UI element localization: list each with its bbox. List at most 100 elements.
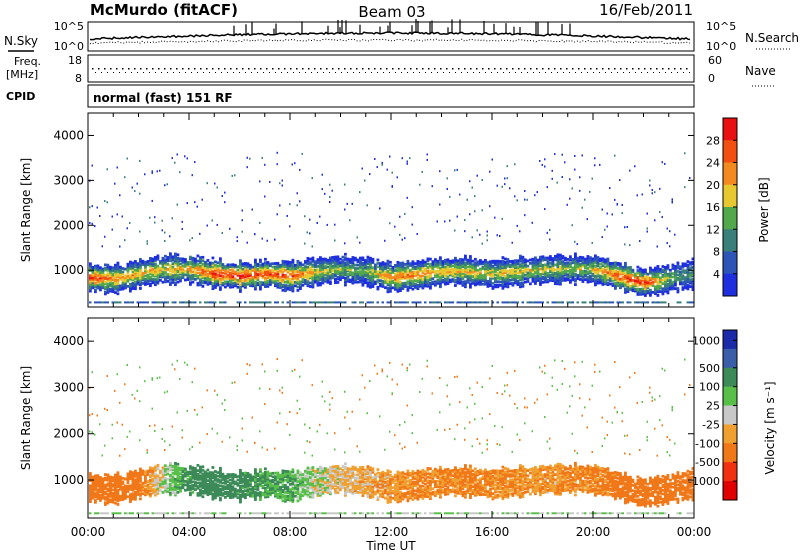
power-cell [571, 273, 575, 277]
power-cell [639, 269, 642, 272]
power-cell [204, 276, 207, 280]
power-cell [509, 270, 512, 274]
power-cell [314, 273, 317, 277]
power-cell [424, 277, 427, 281]
nave-dot [260, 68, 262, 70]
power-cell [681, 269, 685, 273]
velocity-cell [201, 483, 205, 486]
power-cell [361, 256, 365, 260]
nave-dot [110, 68, 112, 70]
power-cell [106, 287, 110, 291]
power-cell [246, 279, 250, 283]
power-cell [266, 276, 270, 280]
power-cell [129, 264, 132, 267]
velocity-cell [186, 486, 190, 490]
power-cell [276, 151, 278, 154]
velocity-cell [199, 465, 202, 469]
power-cell [389, 260, 392, 264]
power-cell [164, 271, 167, 275]
power-cell [476, 263, 480, 267]
power-cell [486, 281, 490, 285]
power-cell [326, 277, 330, 281]
velocity-cell [146, 473, 150, 476]
velocity-cell [231, 487, 235, 490]
power-cell [466, 280, 470, 284]
power-cell [301, 263, 305, 267]
power-cell [556, 280, 560, 284]
velocity-cell [234, 491, 237, 494]
power-cell [106, 284, 110, 288]
power-cell [261, 274, 265, 278]
power-cell [454, 169, 456, 172]
power-cell [556, 279, 560, 282]
power-ytick-label: 2000 [53, 218, 84, 232]
velocity-cell [224, 495, 227, 499]
velocity-cell [246, 482, 250, 486]
power-cell [389, 284, 392, 288]
power-cell [204, 269, 207, 273]
power-cell [401, 276, 405, 280]
power-cell [266, 269, 270, 273]
power-cell [361, 278, 365, 282]
power-cell [591, 241, 593, 244]
velocity-cell [119, 496, 122, 500]
power-cell [636, 284, 640, 288]
velocity-cell [171, 480, 175, 484]
power-cell [331, 259, 335, 263]
power-cell [371, 266, 375, 270]
power-cell [211, 277, 215, 280]
power-cell [244, 267, 247, 270]
velocity-cell [206, 472, 210, 475]
power-cell [396, 283, 400, 286]
power-cell [559, 275, 562, 279]
velocity-cell [176, 469, 180, 473]
power-cell [494, 276, 497, 280]
power-cell [364, 277, 367, 281]
power-cell [431, 265, 435, 269]
velocity-cell [111, 423, 113, 426]
power-cell [564, 266, 567, 270]
power-cell [421, 284, 425, 288]
power-cell [296, 192, 298, 195]
velocity-cell [261, 484, 265, 488]
velocity-cell [94, 488, 97, 492]
power-cell [289, 278, 292, 281]
nave-dot [152, 68, 154, 70]
power-cell [486, 262, 490, 266]
power-cell [94, 274, 97, 278]
power-cell [686, 267, 690, 270]
velocity-cell [156, 463, 160, 467]
power-cell [349, 259, 352, 263]
power-cell [419, 260, 422, 264]
power-cell [124, 267, 127, 271]
power-cell [406, 287, 410, 291]
power-cell [404, 301, 407, 304]
power-cell [556, 267, 560, 270]
power-cell [146, 278, 150, 282]
nave-dot [458, 68, 460, 70]
power-cell [586, 263, 590, 267]
power-cell [614, 154, 616, 157]
power-cell [161, 260, 165, 264]
power-cell [444, 301, 447, 304]
freq-dot [161, 72, 162, 73]
power-cell [139, 273, 142, 277]
power-cell [649, 184, 651, 187]
power-cell [474, 264, 477, 268]
power-cell [566, 257, 570, 261]
power-cell [96, 273, 100, 276]
power-cell [434, 273, 437, 277]
power-cell [361, 273, 365, 277]
power-cell [229, 268, 232, 272]
power-cell [421, 260, 425, 264]
velocity-cell [89, 491, 92, 495]
power-cell [604, 228, 606, 231]
velocity-cell [101, 482, 105, 486]
power-cell [404, 263, 407, 266]
power-cell [94, 285, 97, 289]
power-cell [474, 268, 477, 271]
power-cell [546, 263, 550, 267]
velocity-cell [214, 494, 217, 498]
power-cell [631, 282, 635, 286]
power-cell [114, 287, 117, 291]
